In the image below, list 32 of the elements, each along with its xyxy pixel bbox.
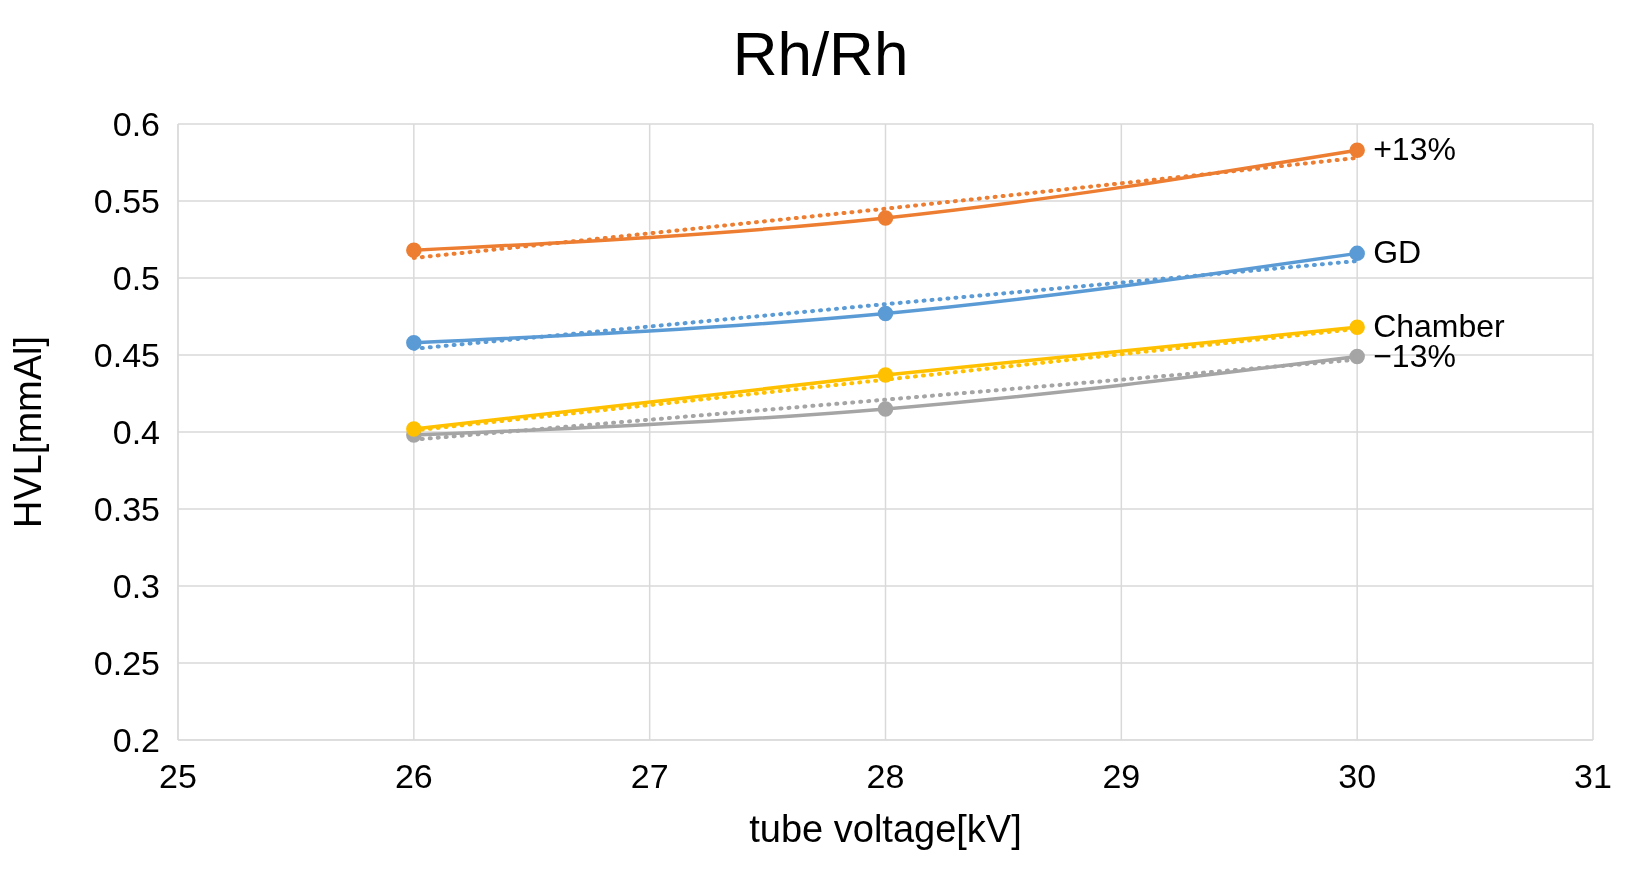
y-tick-label: 0.25 — [93, 644, 160, 683]
point — [406, 421, 422, 437]
y-tick-label: 0.2 — [112, 721, 160, 760]
y-tick-label: 0.4 — [112, 413, 160, 452]
point — [406, 334, 422, 351]
y-tick-label: 0.45 — [93, 336, 160, 375]
point — [877, 401, 894, 417]
series-label: GD — [1373, 234, 1422, 271]
y-tick-label: 0.55 — [93, 182, 160, 221]
series-label: +13% — [1373, 131, 1456, 168]
chart-title: Rh/Rh — [731, 18, 910, 90]
x-axis-title: tube voltage[kV] — [749, 808, 1022, 850]
x-tick-label: 25 — [159, 757, 197, 796]
y-tick-label: 0.35 — [93, 490, 160, 529]
y-tick-label: 0.5 — [112, 259, 160, 298]
point — [1349, 245, 1365, 262]
x-tick-label: 31 — [1574, 757, 1612, 796]
point — [877, 305, 894, 322]
point — [877, 210, 894, 226]
point — [406, 242, 422, 259]
point — [1349, 142, 1365, 158]
y-tick-label: 0.3 — [112, 567, 160, 606]
y-axis-title: HVL[mmAl] — [7, 335, 50, 529]
y-tick-label: 0.6 — [112, 105, 160, 144]
point — [1349, 319, 1365, 336]
x-tick-label: 26 — [394, 757, 433, 796]
x-tick-label: 27 — [630, 757, 669, 796]
point — [877, 367, 894, 383]
x-tick-label: 29 — [1102, 757, 1141, 796]
x-tick-label: 30 — [1338, 757, 1377, 796]
point — [1349, 348, 1365, 365]
x-tick-label: 28 — [866, 757, 905, 796]
